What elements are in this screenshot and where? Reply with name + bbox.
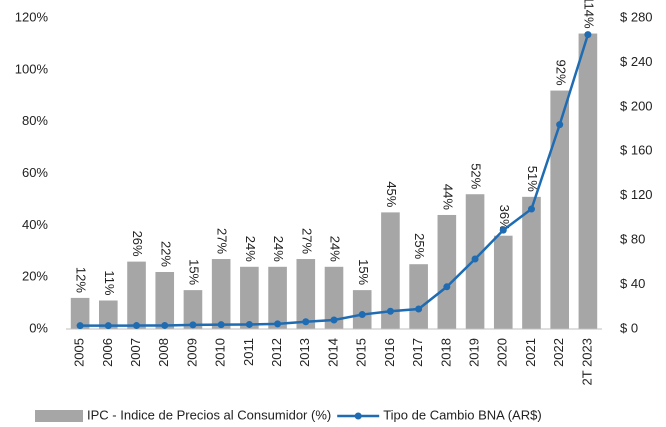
x-tick-label: 2016 [382, 338, 397, 367]
bar [240, 266, 259, 329]
bar [578, 33, 598, 330]
bar [381, 212, 400, 329]
bar [211, 259, 231, 329]
x-tick-label: 2017 [410, 338, 425, 367]
line-point [217, 321, 225, 329]
y2-tick-label: $ 240 [620, 54, 653, 69]
value-label: 24% [328, 236, 343, 262]
y2-tick-label: $ 120 [620, 187, 653, 202]
value-label: 12% [74, 267, 89, 293]
value-label: 45% [384, 181, 399, 207]
value-label: 44% [440, 184, 455, 210]
y-tick-label: 120% [15, 9, 49, 24]
line-point [471, 255, 479, 263]
legend-label: IPC - Indice de Precios al Consumidor (%… [87, 407, 331, 422]
x-tick-label: 2013 [297, 338, 312, 367]
x-tick-label: 2008 [156, 338, 171, 367]
x-tick-label: 2020 [495, 338, 510, 367]
x-tick-label: 2012 [269, 338, 284, 367]
line-point [584, 31, 592, 39]
y2-tick-label: $ 80 [620, 232, 645, 247]
value-label: 11% [102, 270, 117, 295]
bar [437, 214, 457, 329]
bar [550, 90, 569, 329]
bar [155, 271, 175, 329]
line-point [443, 283, 451, 291]
x-tick-label: 2021 [523, 338, 538, 367]
line-point [556, 121, 564, 129]
bar [268, 266, 287, 329]
line-point [527, 205, 535, 213]
y2-tick-label: $ 160 [620, 143, 653, 158]
value-label: 51% [525, 166, 540, 192]
y2-tick-label: $ 0 [620, 320, 638, 335]
x-tick-label: 2005 [72, 338, 87, 367]
line-point [245, 320, 253, 328]
x-tick-label: 2014 [325, 338, 340, 367]
line-point [415, 305, 423, 313]
line-point [386, 307, 394, 315]
bar [409, 264, 428, 329]
x-tick-label: 2009 [184, 338, 199, 367]
y-tick-label: 40% [22, 217, 48, 232]
value-label: 114% [581, 0, 596, 29]
x-tick-label: 2006 [100, 338, 115, 367]
legend-swatch-dot [354, 412, 362, 420]
line-point [499, 226, 507, 234]
y-tick-label: 60% [22, 165, 48, 180]
x-tick-label: 2015 [354, 338, 369, 367]
line-point [76, 322, 84, 330]
legend-label: Tipo de Cambio BNA (AR$) [383, 407, 541, 422]
bar [493, 235, 513, 329]
bar [324, 266, 344, 329]
x-tick-label: 2018 [438, 338, 453, 367]
line-point [302, 318, 310, 326]
bar [99, 300, 118, 329]
value-label: 36% [497, 205, 512, 231]
bar [183, 290, 203, 329]
x-tick-label: 2022 [551, 338, 566, 367]
bar [522, 196, 541, 329]
y-tick-label: 80% [22, 113, 48, 128]
value-label: 52% [469, 163, 484, 189]
value-label: 22% [158, 241, 173, 267]
y-tick-label: 20% [22, 269, 48, 284]
x-tick-label: 2T 2023 [579, 338, 594, 385]
value-label: 27% [299, 228, 314, 254]
y2-tick-label: $ 280 [620, 9, 653, 24]
value-label: 15% [356, 259, 371, 285]
bar [296, 259, 316, 329]
bar [70, 297, 90, 329]
x-tick-label: 2011 [241, 338, 256, 366]
line-point [133, 322, 141, 330]
line-point [330, 316, 338, 324]
y-tick-label: 0% [29, 320, 48, 335]
line-point [358, 311, 366, 319]
y-tick-label: 100% [15, 61, 49, 76]
line-point [189, 321, 197, 329]
x-tick-label: 2010 [213, 338, 228, 367]
x-tick-label: 2007 [128, 338, 143, 367]
value-label: 24% [243, 236, 258, 262]
value-label: 25% [412, 233, 427, 259]
value-label: 92% [553, 60, 568, 86]
value-label: 24% [271, 236, 286, 262]
line-point [161, 321, 169, 329]
line-point [274, 320, 282, 328]
y2-tick-label: $ 200 [620, 98, 653, 113]
value-label: 15% [187, 259, 202, 285]
bar [127, 261, 146, 329]
bar [352, 290, 372, 329]
y2-tick-label: $ 40 [620, 276, 645, 291]
line-point [104, 322, 112, 330]
x-tick-label: 2019 [466, 338, 481, 367]
legend-swatch [35, 410, 83, 422]
value-label: 27% [215, 228, 230, 254]
value-label: 26% [130, 231, 145, 257]
